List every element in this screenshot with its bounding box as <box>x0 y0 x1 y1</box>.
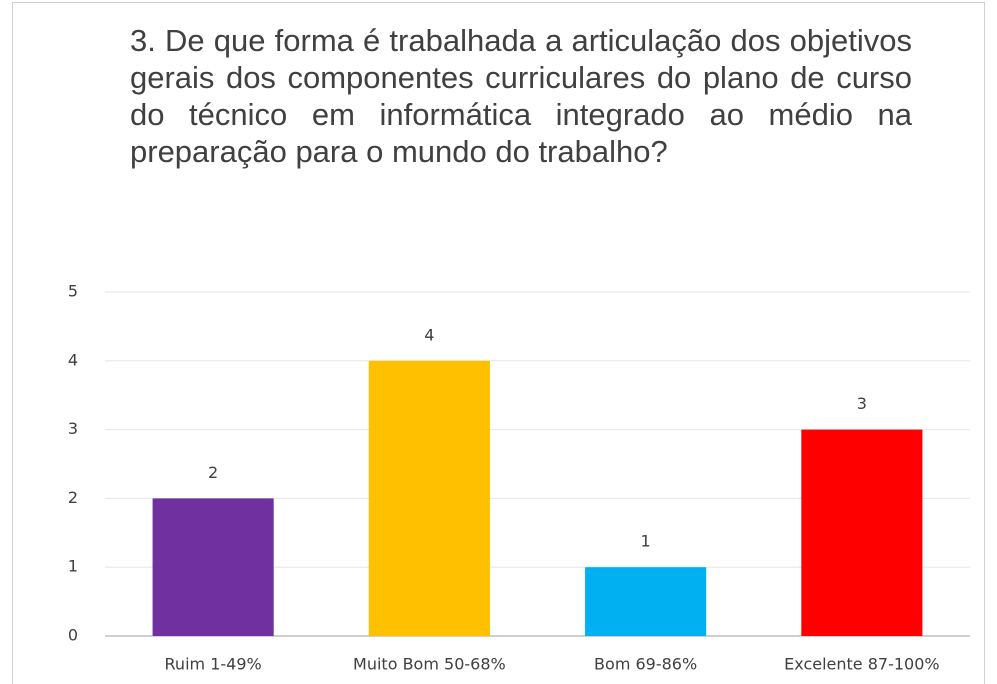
data-label: 3 <box>857 394 867 413</box>
x-tick-label: Muito Bom 50-68% <box>353 655 506 674</box>
x-tick-label: Bom 69-86% <box>594 655 697 674</box>
data-label: 2 <box>208 463 218 482</box>
y-tick-label: 4 <box>68 350 78 369</box>
bar <box>801 429 923 636</box>
bar <box>152 498 274 636</box>
chart-title: 3. De que forma é trabalhada a articulaç… <box>130 23 921 169</box>
x-tick-label: Excelente 87-100% <box>784 655 939 674</box>
y-tick-label: 2 <box>68 488 78 507</box>
y-tick-label: 5 <box>68 282 78 301</box>
bar <box>368 360 490 636</box>
chart-border <box>12 2 985 684</box>
y-tick-label: 1 <box>68 557 78 576</box>
data-label: 1 <box>641 532 651 551</box>
y-tick-label: 0 <box>68 626 78 645</box>
y-tick-label: 3 <box>68 419 78 438</box>
bar <box>585 567 707 636</box>
data-label: 4 <box>424 325 434 344</box>
x-tick-label: Ruim 1-49% <box>165 655 262 674</box>
